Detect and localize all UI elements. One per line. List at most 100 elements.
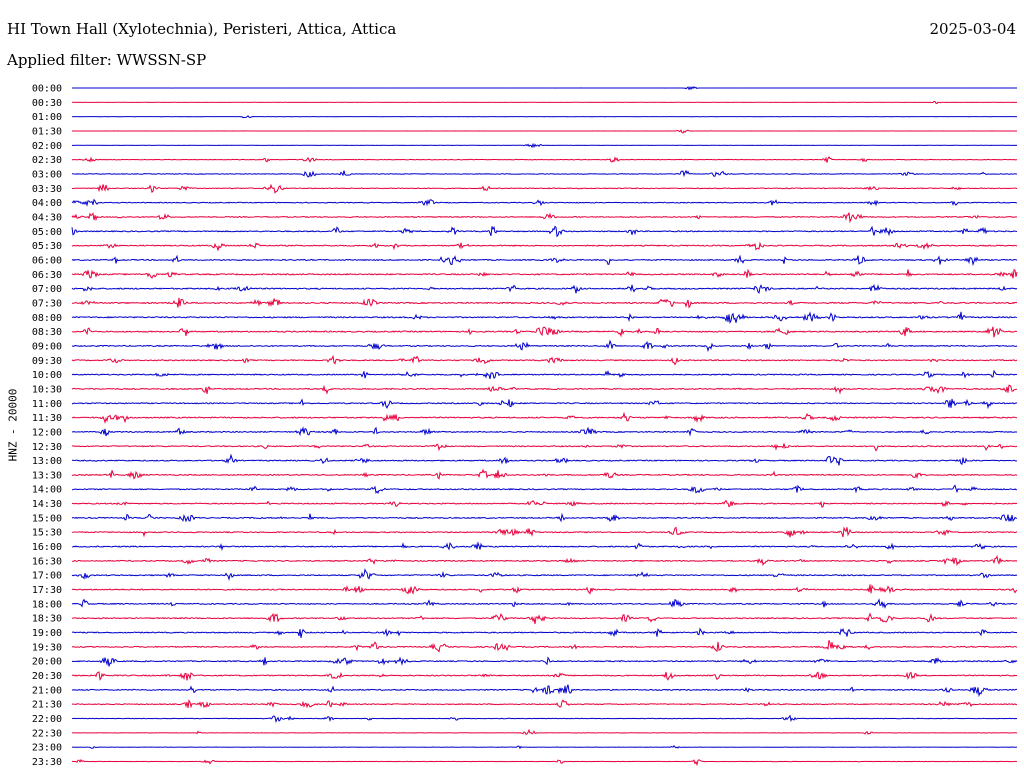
trace-row-1900 [71,627,1018,638]
row-time-label: 07:00 [32,284,62,295]
trace-row-1200 [71,426,1018,437]
row-time-label: 23:00 [32,743,62,754]
row-time-label: 01:00 [32,112,62,123]
trace-row-0630 [71,268,1018,279]
trace-row-1230 [71,443,1018,452]
trace-row-1700 [71,568,1018,581]
trace-row-0900 [71,339,1018,353]
record-date: 2025-03-04 [929,20,1016,38]
trace-row-2130 [71,699,1018,709]
trace-row-0830 [71,326,1018,338]
trace-row-0930 [71,354,1018,366]
trace-row-2030 [71,671,1018,681]
row-time-label: 21:30 [32,700,62,711]
row-time-label: 06:00 [32,255,62,266]
row-time-label: 20:30 [32,671,62,682]
row-time-label: 14:00 [32,485,62,496]
row-time-label: 09:30 [32,356,62,367]
trace-row-0600 [71,254,1018,267]
row-time-label: 08:00 [32,313,62,324]
trace-row-0000 [71,86,1017,91]
row-time-label: 05:00 [32,227,62,238]
trace-row-2300 [71,744,1018,750]
row-time-label: 06:30 [32,270,62,281]
trace-row-1100 [71,398,1018,410]
trace-row-0530 [71,241,1018,251]
row-time-label: 18:00 [32,599,62,610]
row-time-label: 04:30 [32,212,62,223]
trace-row-0400 [71,198,1018,207]
row-time-label: 13:30 [32,470,62,481]
row-time-label: 17:00 [32,571,62,582]
trace-row-2000 [71,656,1018,667]
row-time-label: 20:00 [32,657,62,668]
trace-row-0230 [71,156,1018,163]
row-time-label: 10:30 [32,384,62,395]
row-time-label: 15:00 [32,513,62,524]
trace-row-1300 [71,453,1018,466]
row-time-label: 07:30 [32,298,62,309]
row-time-label: 10:00 [32,370,62,381]
row-time-label: 15:30 [32,528,62,539]
row-time-label: 08:30 [32,327,62,338]
trace-row-0200 [71,142,1018,149]
row-time-label: 16:30 [32,556,62,567]
row-time-label: 04:00 [32,198,62,209]
row-time-label: 12:00 [32,427,62,438]
trace-row-1530 [71,526,1018,538]
trace-row-1400 [71,484,1018,495]
trace-row-0700 [71,284,1018,294]
row-time-label: 19:30 [32,642,62,653]
trace-row-0130 [71,129,1017,134]
filter-label: Applied filter: WWSSN-SP [7,51,207,69]
row-time-label: 02:30 [32,155,62,166]
station-title: HI Town Hall (Xylotechnia), Peristeri, A… [7,20,397,38]
trace-row-2230 [71,728,1018,736]
row-time-label: 21:00 [32,685,62,696]
trace-row-1030 [71,384,1018,395]
trace-row-1630 [71,555,1018,567]
row-time-label: 03:30 [32,184,62,195]
row-time-label: 05:30 [32,241,62,252]
trace-row-2330 [71,758,1018,767]
trace-row-1000 [71,369,1018,379]
row-time-label: 13:00 [32,456,62,467]
trace-row-1800 [71,598,1018,609]
trace-row-1600 [71,541,1018,552]
row-time-label: 22:30 [32,728,62,739]
trace-row-1330 [71,468,1018,480]
row-time-label: 14:30 [32,499,62,510]
row-time-label: 17:30 [32,585,62,596]
row-time-label: 00:00 [32,84,62,95]
trace-row-0500 [71,225,1018,238]
row-time-label: 00:30 [32,98,62,109]
trace-row-2100 [71,684,1018,698]
trace-row-2200 [71,714,1018,723]
row-time-label: 11:00 [32,399,62,410]
trace-row-0300 [71,169,1018,178]
row-time-label: 23:30 [32,757,62,768]
trace-row-0030 [71,100,1018,105]
row-time-label: 09:00 [32,341,62,352]
trace-row-1930 [71,640,1018,653]
trace-row-1430 [71,499,1018,508]
row-time-label: 02:00 [32,141,62,152]
row-time-label: 19:00 [32,628,62,639]
trace-row-1830 [71,612,1018,625]
row-time-label: 01:30 [32,126,62,137]
row-time-label: 03:00 [32,169,62,180]
trace-row-1730 [71,584,1018,595]
row-time-label: 11:30 [32,413,62,424]
row-time-label: 16:00 [32,542,62,553]
row-time-label: 18:30 [32,614,62,625]
row-time-label: 22:00 [32,714,62,725]
trace-row-1130 [71,411,1018,424]
trace-row-0330 [71,183,1018,194]
trace-row-0100 [71,115,1018,119]
row-time-label: 12:30 [32,442,62,453]
trace-row-0430 [71,212,1018,224]
trace-row-1500 [71,512,1018,523]
trace-row-0730 [71,297,1018,309]
trace-row-0800 [71,311,1018,325]
